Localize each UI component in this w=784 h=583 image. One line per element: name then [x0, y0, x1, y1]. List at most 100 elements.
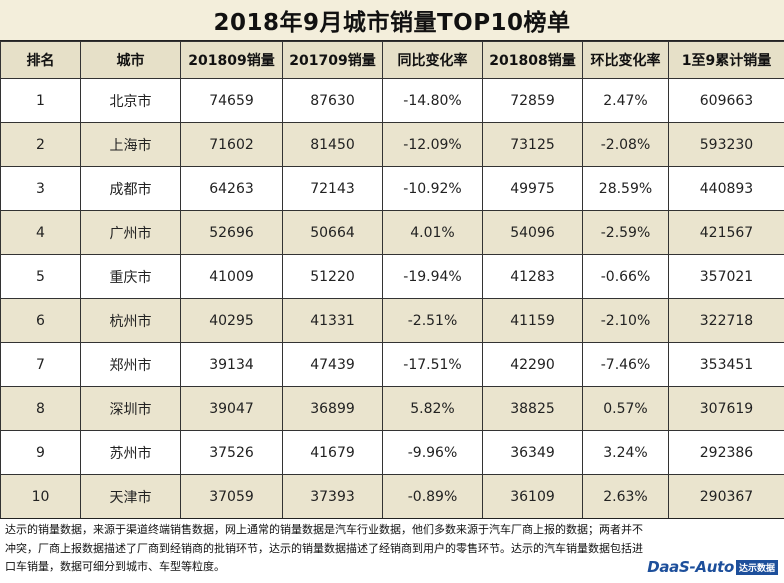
- table-row: 10 天津市 37059 37393 -0.89% 36109 2.63% 29…: [0, 474, 784, 519]
- cell-sales-201809: 41009: [180, 254, 283, 299]
- cell-yoy-change: -0.89%: [382, 474, 483, 519]
- page-title: 2018年9月城市销量TOP10榜单: [213, 10, 571, 36]
- cell-sales-201808: 42290: [482, 342, 583, 387]
- cell-sales-201709: 37393: [282, 474, 383, 519]
- cell-ytd-sales: 357021: [668, 254, 784, 299]
- cell-rank: 1: [0, 78, 81, 123]
- cell-ytd-sales: 290367: [668, 474, 784, 519]
- cell-city: 苏州市: [80, 430, 181, 475]
- header-ytd-sales: 1至9累计销量: [668, 41, 784, 79]
- cell-sales-201809: 40295: [180, 298, 283, 343]
- cell-mom-change: 0.57%: [582, 386, 669, 431]
- cell-yoy-change: -14.80%: [382, 78, 483, 123]
- header-mom-change: 环比变化率: [582, 41, 669, 79]
- cell-mom-change: -0.66%: [582, 254, 669, 299]
- table-row: 3 成都市 64263 72143 -10.92% 49975 28.59% 4…: [0, 166, 784, 211]
- cell-ytd-sales: 421567: [668, 210, 784, 255]
- cell-rank: 3: [0, 166, 81, 211]
- title-bar: 2018年9月城市销量TOP10榜单: [0, 0, 784, 41]
- header-city: 城市: [80, 41, 181, 79]
- header-sales-201809: 201809销量: [180, 41, 283, 79]
- table-row: 9 苏州市 37526 41679 -9.96% 36349 3.24% 292…: [0, 430, 784, 475]
- cell-city: 天津市: [80, 474, 181, 519]
- table-row: 6 杭州市 40295 41331 -2.51% 41159 -2.10% 32…: [0, 298, 784, 343]
- cell-rank: 7: [0, 342, 81, 387]
- cell-ytd-sales: 353451: [668, 342, 784, 387]
- table-row: 7 郑州市 39134 47439 -17.51% 42290 -7.46% 3…: [0, 342, 784, 387]
- cell-sales-201808: 41159: [482, 298, 583, 343]
- cell-ytd-sales: 322718: [668, 298, 784, 343]
- cell-city: 杭州市: [80, 298, 181, 343]
- cell-sales-201808: 73125: [482, 122, 583, 167]
- cell-sales-201809: 39047: [180, 386, 283, 431]
- daas-auto-logo: DaaS-Auto 达示数据: [647, 556, 778, 578]
- cell-sales-201809: 39134: [180, 342, 283, 387]
- header-rank: 排名: [0, 41, 81, 79]
- cell-ytd-sales: 440893: [668, 166, 784, 211]
- cell-yoy-change: -9.96%: [382, 430, 483, 475]
- cell-mom-change: 28.59%: [582, 166, 669, 211]
- header-sales-201709: 201709销量: [282, 41, 383, 79]
- cell-sales-201809: 52696: [180, 210, 283, 255]
- cell-sales-201709: 47439: [282, 342, 383, 387]
- cell-sales-201808: 49975: [482, 166, 583, 211]
- cell-yoy-change: -2.51%: [382, 298, 483, 343]
- cell-mom-change: -2.10%: [582, 298, 669, 343]
- table-row: 1 北京市 74659 87630 -14.80% 72859 2.47% 60…: [0, 78, 784, 123]
- table-row: 4 广州市 52696 50664 4.01% 54096 -2.59% 421…: [0, 210, 784, 255]
- cell-city: 重庆市: [80, 254, 181, 299]
- cell-ytd-sales: 292386: [668, 430, 784, 475]
- cell-yoy-change: -12.09%: [382, 122, 483, 167]
- cell-yoy-change: 5.82%: [382, 386, 483, 431]
- table-row: 8 深圳市 39047 36899 5.82% 38825 0.57% 3076…: [0, 386, 784, 431]
- cell-yoy-change: -17.51%: [382, 342, 483, 387]
- cell-sales-201809: 37526: [180, 430, 283, 475]
- table-row: 2 上海市 71602 81450 -12.09% 73125 -2.08% 5…: [0, 122, 784, 167]
- cell-sales-201709: 41679: [282, 430, 383, 475]
- cell-rank: 4: [0, 210, 81, 255]
- footer-note: 达示的销量数据，来源于渠道终端销售数据，网上通常的销量数据是汽车行业数据，他们多…: [0, 518, 784, 583]
- cell-rank: 6: [0, 298, 81, 343]
- cell-sales-201709: 87630: [282, 78, 383, 123]
- header-yoy-change: 同比变化率: [382, 41, 483, 79]
- cell-sales-201809: 37059: [180, 474, 283, 519]
- cell-mom-change: -7.46%: [582, 342, 669, 387]
- footer-note-text: 达示的销量数据，来源于渠道终端销售数据，网上通常的销量数据是汽车行业数据，他们多…: [5, 523, 643, 573]
- cell-ytd-sales: 593230: [668, 122, 784, 167]
- cell-rank: 2: [0, 122, 81, 167]
- cell-mom-change: -2.08%: [582, 122, 669, 167]
- cell-yoy-change: 4.01%: [382, 210, 483, 255]
- cell-city: 上海市: [80, 122, 181, 167]
- logo-wordmark: DaaS-Auto: [647, 558, 734, 576]
- logo-subtitle: 达示数据: [735, 559, 778, 575]
- cell-sales-201809: 71602: [180, 122, 283, 167]
- cell-sales-201709: 72143: [282, 166, 383, 211]
- ranking-table: 排名 城市 201809销量 201709销量 同比变化率 201808销量 环…: [0, 41, 784, 519]
- cell-city: 深圳市: [80, 386, 181, 431]
- cell-sales-201808: 72859: [482, 78, 583, 123]
- cell-yoy-change: -19.94%: [382, 254, 483, 299]
- cell-sales-201808: 36349: [482, 430, 583, 475]
- cell-sales-201709: 81450: [282, 122, 383, 167]
- cell-ytd-sales: 609663: [668, 78, 784, 123]
- cell-sales-201808: 36109: [482, 474, 583, 519]
- cell-rank: 8: [0, 386, 81, 431]
- cell-mom-change: 2.47%: [582, 78, 669, 123]
- cell-sales-201709: 36899: [282, 386, 383, 431]
- header-sales-201808: 201808销量: [482, 41, 583, 79]
- cell-sales-201809: 64263: [180, 166, 283, 211]
- cell-city: 成都市: [80, 166, 181, 211]
- cell-sales-201709: 50664: [282, 210, 383, 255]
- cell-city: 北京市: [80, 78, 181, 123]
- header-row: 排名 城市 201809销量 201709销量 同比变化率 201808销量 环…: [0, 41, 784, 79]
- cell-sales-201709: 41331: [282, 298, 383, 343]
- cell-mom-change: 2.63%: [582, 474, 669, 519]
- cell-sales-201809: 74659: [180, 78, 283, 123]
- cell-sales-201808: 54096: [482, 210, 583, 255]
- cell-yoy-change: -10.92%: [382, 166, 483, 211]
- table-row: 5 重庆市 41009 51220 -19.94% 41283 -0.66% 3…: [0, 254, 784, 299]
- cell-sales-201808: 41283: [482, 254, 583, 299]
- cell-rank: 9: [0, 430, 81, 475]
- cell-rank: 5: [0, 254, 81, 299]
- cell-mom-change: 3.24%: [582, 430, 669, 475]
